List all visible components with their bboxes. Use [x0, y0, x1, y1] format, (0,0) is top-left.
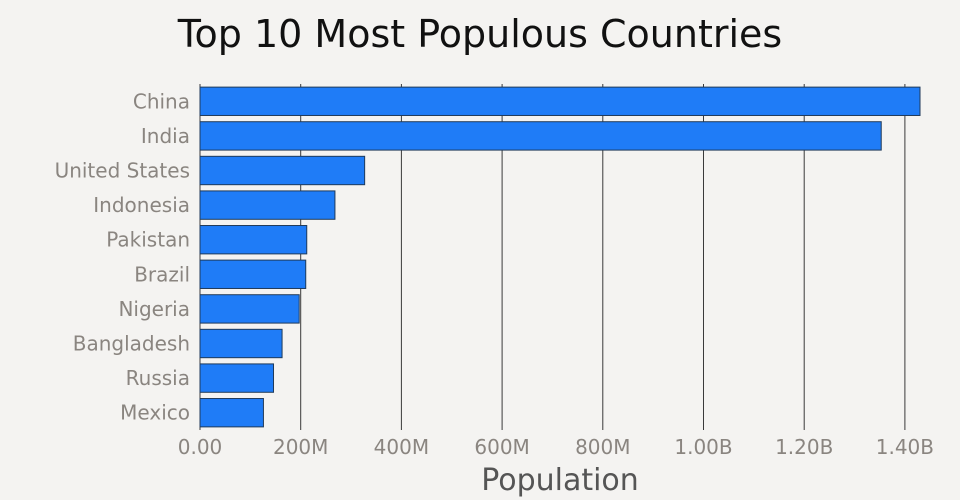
bars: [199, 86, 921, 428]
x-tick-label-0: 0.00: [178, 435, 223, 459]
category-label-india: India: [141, 124, 190, 148]
x-tick-label-7: 1.40B: [876, 435, 934, 459]
category-label-brazil: Brazil: [134, 262, 190, 286]
x-axis-label: Population: [481, 463, 639, 498]
x-tick-label-4: 800M: [575, 435, 630, 459]
category-label-bangladesh: Bangladesh: [73, 332, 190, 356]
x-tick-label-6: 1.20B: [775, 435, 833, 459]
bar-india: [199, 121, 882, 151]
x-tick-label-5: 1.00B: [674, 435, 732, 459]
category-label-nigeria: Nigeria: [118, 297, 190, 321]
bar-brazil: [199, 259, 307, 289]
x-tick-label-2: 400M: [374, 435, 429, 459]
bar-russia: [199, 363, 275, 393]
bar-mexico: [199, 398, 264, 428]
bar-pakistan: [199, 225, 308, 255]
category-label-indonesia: Indonesia: [93, 193, 190, 217]
bar-nigeria: [199, 294, 300, 324]
category-label-united-states: United States: [55, 159, 190, 183]
bar-united-states: [199, 155, 366, 186]
category-label-mexico: Mexico: [120, 401, 190, 425]
x-tick-label-3: 600M: [474, 435, 529, 459]
category-label-pakistan: Pakistan: [106, 228, 190, 252]
bar-indonesia: [199, 190, 336, 220]
x-tick-label-1: 200M: [273, 435, 328, 459]
x-tick-labels: 0.00 200M 400M 600M 800M 1.00B 1.20B 1.40B: [178, 435, 934, 459]
bar-china: [199, 86, 921, 116]
bar-bangladesh: [199, 328, 283, 359]
category-label-china: China: [133, 89, 190, 113]
chart-title: Top 10 Most Populous Countries: [177, 12, 783, 56]
category-label-russia: Russia: [126, 366, 190, 390]
category-labels: China India United States Indonesia Pakistan…: [55, 89, 190, 424]
